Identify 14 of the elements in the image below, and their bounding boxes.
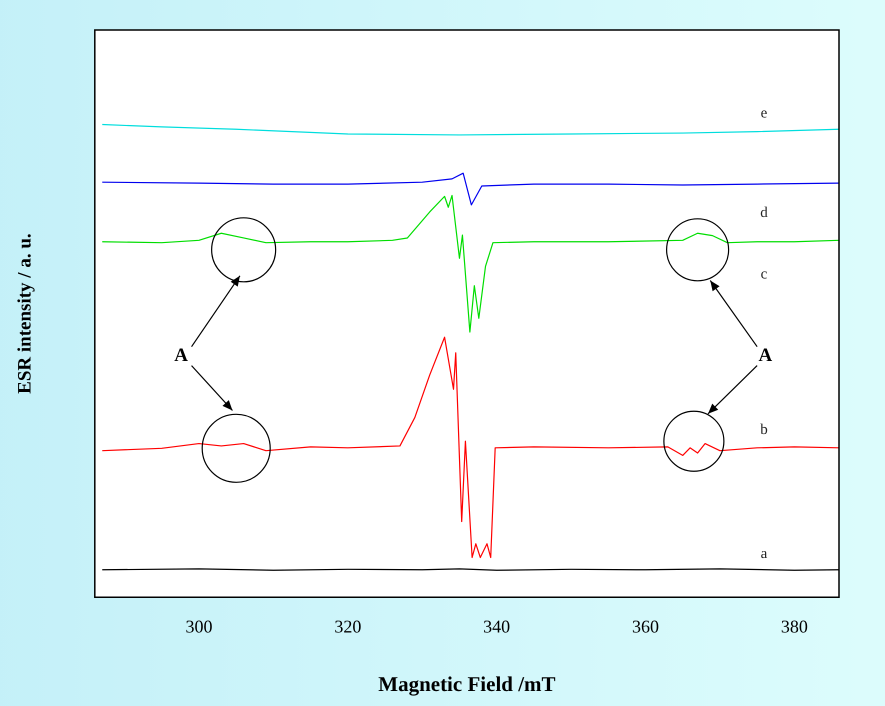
annotation: A <box>758 345 772 366</box>
series-label: d <box>760 205 768 222</box>
x-axis-title: Magnetic Field /mT <box>378 672 556 696</box>
y-axis-title: ESR intensity / a. u. <box>14 233 36 394</box>
series-label: a <box>760 546 768 562</box>
annotation: A <box>174 345 188 366</box>
x-tick-label: 320 <box>334 616 362 637</box>
x-tick-label: 340 <box>483 616 510 637</box>
x-tick-label: 360 <box>632 616 660 637</box>
x-tick-label: 380 <box>780 616 808 637</box>
series-label: e <box>760 105 768 122</box>
x-tick-label: 300 <box>185 616 212 637</box>
series-label: b <box>760 422 768 438</box>
series-label: c <box>760 266 768 282</box>
